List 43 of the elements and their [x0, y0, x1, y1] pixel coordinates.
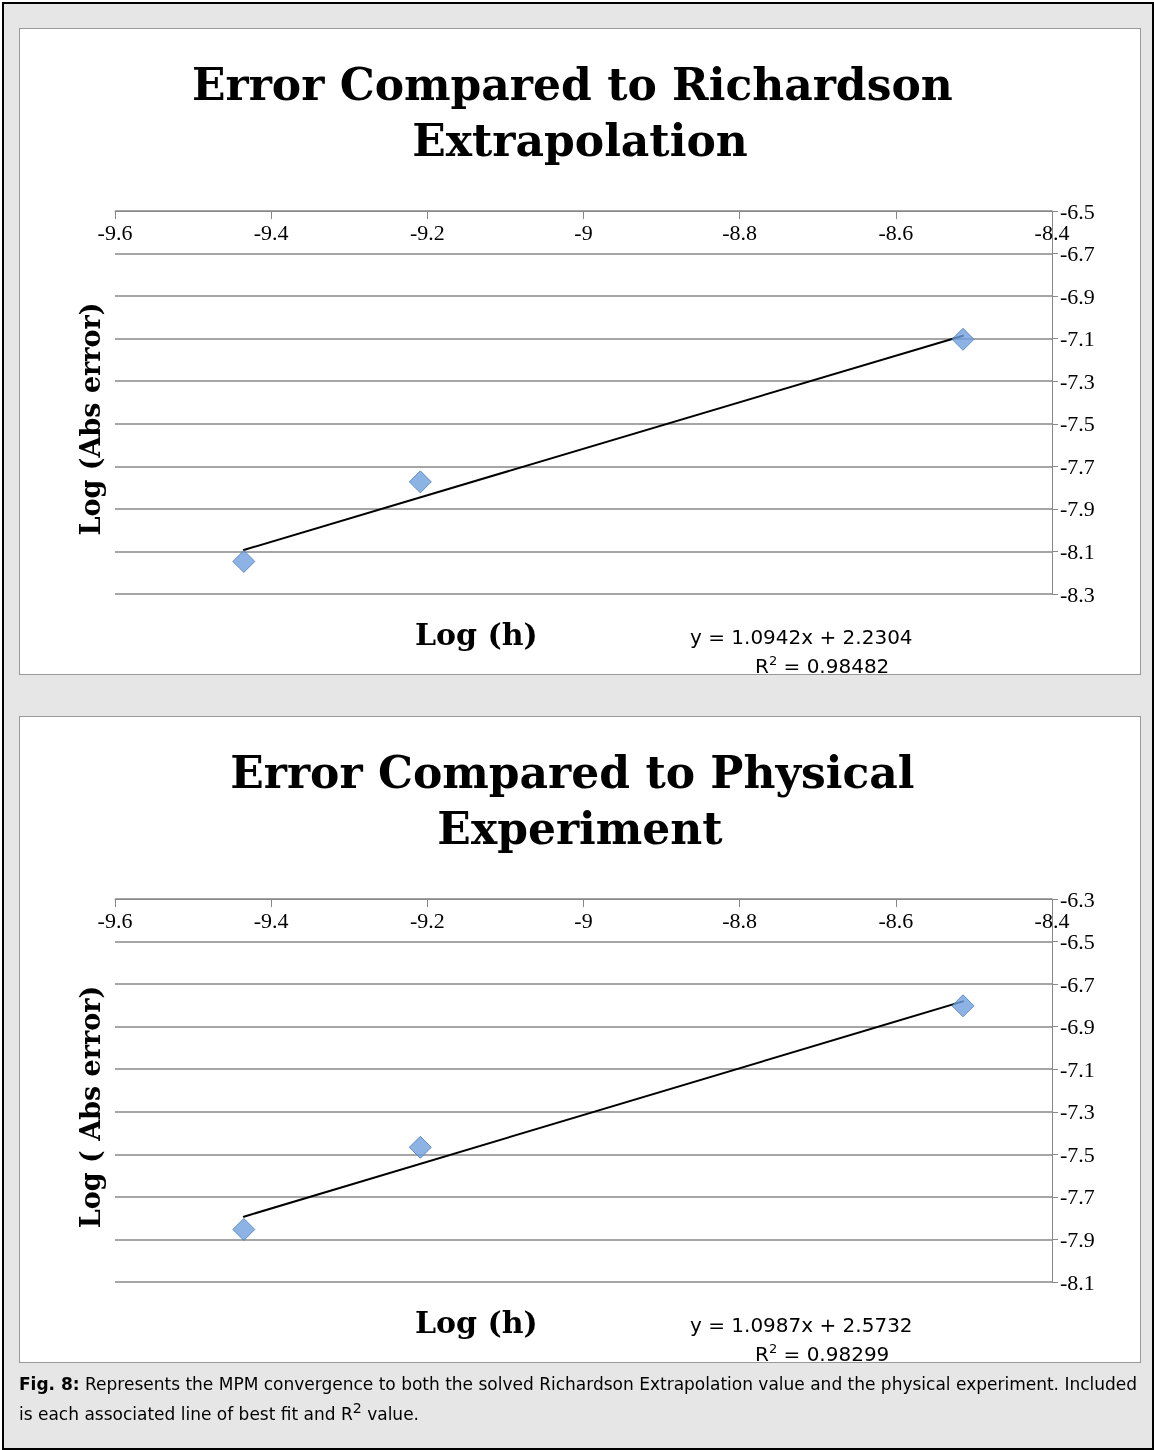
- text: y = 1.0987x + 2.5732: [690, 1313, 913, 1337]
- y-axis-title: Log (Abs error): [74, 302, 106, 536]
- chart-title: Error Compared to Physical Experiment: [230, 746, 930, 854]
- y-tick-label: -7.5: [1060, 411, 1095, 437]
- y-tick-label: -7.1: [1060, 1056, 1095, 1082]
- y-tick-label: -6.7: [1060, 971, 1095, 997]
- x-tick-label: -9.4: [253, 219, 289, 245]
- y-tick-label: -7.7: [1060, 1184, 1095, 1210]
- x-tick-label: -9: [574, 219, 593, 245]
- chart-title: Error Compared to Richardson Extrapolation: [191, 58, 969, 166]
- y-tick-label: -6.9: [1060, 283, 1095, 309]
- x-tick-label: -8.8: [722, 907, 758, 933]
- x-tick-label: -9.2: [409, 907, 445, 933]
- point: [232, 1217, 256, 1241]
- y-tick-label: -7.5: [1060, 1141, 1095, 1167]
- y-tick-label: -7.9: [1060, 1226, 1095, 1252]
- caption: Fig. 8: Represents the MPM convergence to both the solved Richardson Extrapolation value and the physical experiment. Included is each associated line of best fit and R$^{2}$ value.: [19, 1373, 1139, 1426]
- y-tick-label: -7.9: [1060, 496, 1095, 522]
- point: [951, 327, 975, 351]
- x-tick-label: -9.6: [97, 907, 133, 933]
- x-axis-title: Log (h): [415, 616, 538, 652]
- y-tick-label: -6.9: [1060, 1014, 1095, 1040]
- x-tick-label: -9.6: [97, 219, 133, 245]
- point: [408, 1135, 432, 1159]
- x-tick-label: -9.4: [253, 907, 289, 933]
- x-tick-label: -9.2: [409, 219, 445, 245]
- text: y = 1.0942x + 2.2304: [690, 625, 913, 649]
- y-tick-label: -8.3: [1060, 581, 1095, 607]
- y-tick-label: -7.3: [1060, 1099, 1095, 1125]
- x-axis-title: Log (h): [415, 1304, 538, 1340]
- point: [408, 470, 432, 494]
- y-tick-label: -8.1: [1060, 538, 1095, 564]
- point: [951, 994, 975, 1018]
- y-tick-label: -7.1: [1060, 326, 1095, 352]
- y-axis-title: Log ( Abs error): [74, 985, 106, 1229]
- x-tick-label: -8.8: [722, 219, 758, 245]
- x-tick-label: -9: [574, 907, 593, 933]
- y-tick-label: -8.1: [1060, 1269, 1095, 1295]
- x-tick-label: -8.6: [878, 907, 914, 933]
- y-tick-label: -7.3: [1060, 368, 1095, 394]
- y-tick-label: -7.7: [1060, 453, 1095, 479]
- point: [232, 549, 256, 573]
- x-tick-label: -8.6: [878, 219, 914, 245]
